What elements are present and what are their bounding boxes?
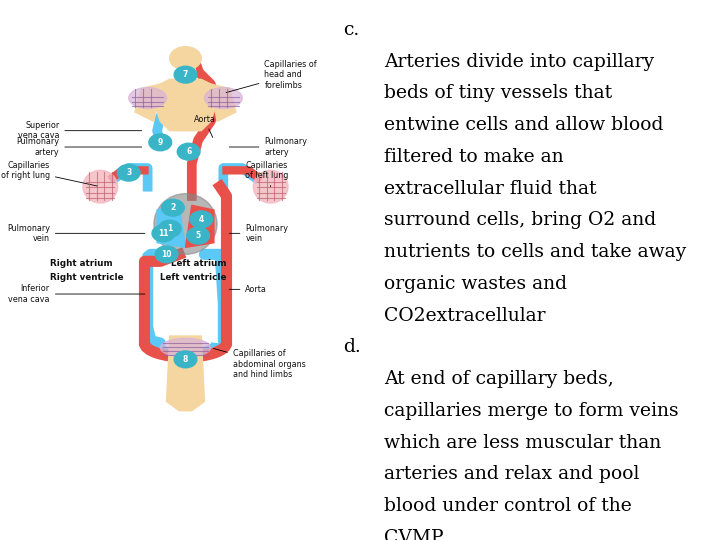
Polygon shape <box>157 205 186 247</box>
Ellipse shape <box>253 170 288 203</box>
Text: 8: 8 <box>183 355 188 364</box>
Text: 2: 2 <box>170 203 176 212</box>
Polygon shape <box>135 84 161 122</box>
Circle shape <box>152 225 175 242</box>
FancyBboxPatch shape <box>50 9 328 462</box>
Text: Inferior
vena cava: Inferior vena cava <box>9 285 145 303</box>
Circle shape <box>156 246 178 263</box>
Ellipse shape <box>83 170 117 203</box>
Text: extracellular fluid that: extracellular fluid that <box>384 180 597 198</box>
Text: 7: 7 <box>183 70 188 79</box>
Text: CVMP: CVMP <box>384 529 444 540</box>
Circle shape <box>174 66 197 83</box>
Text: filtered to make an: filtered to make an <box>384 148 564 166</box>
Text: c.: c. <box>343 21 359 39</box>
Text: capillaries merge to form veins: capillaries merge to form veins <box>384 402 679 420</box>
Text: Right atrium: Right atrium <box>50 259 112 268</box>
Text: 9: 9 <box>158 138 163 147</box>
Text: 6: 6 <box>186 147 192 156</box>
Ellipse shape <box>154 194 217 254</box>
Polygon shape <box>211 84 236 122</box>
Text: Capillaries of
abdominal organs
and hind limbs: Capillaries of abdominal organs and hind… <box>213 348 305 379</box>
Ellipse shape <box>129 87 166 109</box>
Text: Aorta: Aorta <box>194 114 215 138</box>
Text: Capillaries
of right lung: Capillaries of right lung <box>1 160 98 186</box>
Circle shape <box>158 220 181 237</box>
Text: CO2extracellular: CO2extracellular <box>384 307 546 325</box>
Polygon shape <box>166 336 204 411</box>
Text: 1: 1 <box>167 224 172 233</box>
Text: Left ventricle: Left ventricle <box>160 273 227 282</box>
Text: Pulmonary
artery: Pulmonary artery <box>17 137 142 157</box>
Circle shape <box>149 134 171 151</box>
Circle shape <box>161 199 184 216</box>
Text: Superior
vena cava: Superior vena cava <box>18 121 142 140</box>
Text: entwine cells and allow blood: entwine cells and allow blood <box>384 116 664 134</box>
Text: beds of tiny vessels that: beds of tiny vessels that <box>384 84 612 103</box>
Text: 5: 5 <box>196 231 201 240</box>
Text: nutrients to cells and take away: nutrients to cells and take away <box>384 243 686 261</box>
Text: Aorta: Aorta <box>229 285 267 294</box>
Text: Pulmonary
artery: Pulmonary artery <box>229 137 307 157</box>
Text: organic wastes and: organic wastes and <box>384 275 567 293</box>
Text: Pulmonary
vein: Pulmonary vein <box>229 224 289 243</box>
Circle shape <box>174 351 197 368</box>
Text: At end of capillary beds,: At end of capillary beds, <box>384 370 614 388</box>
Polygon shape <box>154 79 217 131</box>
Circle shape <box>170 46 202 70</box>
Text: which are less muscular than: which are less muscular than <box>384 434 662 451</box>
Text: arteries and relax and pool: arteries and relax and pool <box>384 465 639 483</box>
Ellipse shape <box>204 87 242 109</box>
Circle shape <box>117 164 140 181</box>
Circle shape <box>190 211 212 228</box>
Text: 10: 10 <box>161 250 172 259</box>
Circle shape <box>186 227 210 244</box>
Text: Capillaries of
head and
forelimbs: Capillaries of head and forelimbs <box>226 60 317 92</box>
Text: Left atrium: Left atrium <box>171 259 227 268</box>
Text: Right ventricle: Right ventricle <box>50 273 123 282</box>
Text: 11: 11 <box>158 229 168 238</box>
Circle shape <box>177 143 200 160</box>
Text: Arteries divide into capillary: Arteries divide into capillary <box>384 53 654 71</box>
Text: Capillaries
of left lung: Capillaries of left lung <box>246 160 289 187</box>
Text: blood under control of the: blood under control of the <box>384 497 632 515</box>
Text: d.: d. <box>343 339 361 356</box>
Text: Pulmonary
vein: Pulmonary vein <box>7 224 145 243</box>
Text: surround cells, bring O2 and: surround cells, bring O2 and <box>384 212 657 230</box>
Text: 3: 3 <box>126 168 131 177</box>
Ellipse shape <box>161 339 211 357</box>
Polygon shape <box>186 205 214 247</box>
Text: 4: 4 <box>199 215 204 224</box>
